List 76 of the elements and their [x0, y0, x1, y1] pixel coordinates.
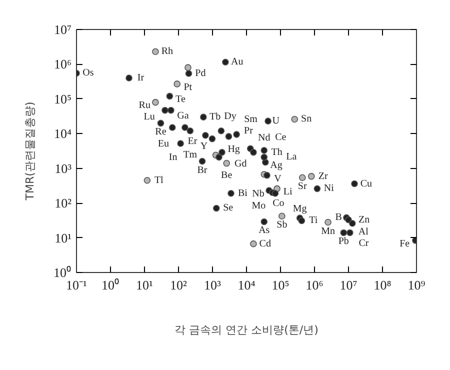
annotation: Ni — [324, 183, 334, 194]
x-tick-label: 10⁵ — [272, 278, 290, 292]
annotation: Ti — [309, 215, 318, 226]
annotation: Dy — [224, 110, 236, 122]
annotation: Cu — [360, 178, 372, 190]
y-tick-label: 10⁷ — [54, 22, 72, 37]
annotation: Ag — [270, 160, 282, 172]
annotation: Eu — [158, 138, 169, 150]
annotation: Nd — [258, 132, 270, 144]
annotation: Ce — [275, 132, 287, 144]
y-tick-label: 10⁰ — [54, 265, 72, 280]
annotation: Sm — [244, 114, 258, 125]
annotation: Rh — [161, 46, 173, 58]
y-tick-label: 10⁵ — [54, 91, 72, 106]
x-tick-label: 10⁷ — [340, 278, 358, 292]
annotation: Co — [272, 198, 284, 210]
x-tick-label: 10⁻¹ — [66, 278, 88, 292]
annotation: Er — [188, 136, 198, 147]
annotation: Re — [155, 126, 167, 138]
annotation: Ir — [137, 72, 145, 84]
annotation: B — [335, 212, 342, 224]
annotation: In — [168, 152, 178, 163]
annotation: V — [274, 173, 282, 184]
annotation: Sr — [298, 181, 308, 192]
annotation: Zr — [318, 170, 328, 182]
annotation: Tm — [183, 149, 198, 160]
annotation: Gd — [234, 158, 247, 170]
annotation: Fe — [400, 238, 410, 250]
annotation: Cr — [358, 238, 370, 249]
annotation: Mg — [292, 204, 307, 215]
x-tick-label: 10¹ — [136, 278, 154, 292]
annotation: Pt — [184, 82, 192, 93]
y-tick-label: 10³ — [54, 160, 72, 176]
annotation: Y — [200, 141, 208, 152]
annotation: Zn — [358, 214, 370, 226]
annotation: As — [258, 225, 270, 236]
annotation: La — [286, 152, 298, 163]
annotation: Pb — [338, 236, 349, 248]
annotation: Os — [82, 68, 94, 79]
annotation: Ru — [138, 100, 150, 112]
x-tick-label: 10⁹ — [408, 278, 426, 292]
x-tick-label: 10³ — [204, 278, 222, 292]
y-axis-title: TMR(관련물질총량) — [24, 102, 36, 202]
annotation: Hg — [228, 144, 240, 155]
x-tick-label: 10⁴ — [238, 278, 256, 292]
annotation: Sn — [301, 114, 312, 125]
annotation: Br — [197, 164, 208, 176]
x-tick-label: 10⁰ — [102, 278, 120, 292]
annotation: Pr — [244, 125, 254, 136]
annotation: Tl — [154, 174, 164, 186]
annotation: Mn — [321, 226, 335, 237]
annotation: Ga — [177, 110, 190, 122]
annotation: U — [272, 116, 280, 127]
x-tick-label: 10² — [170, 278, 188, 292]
annotation: Sb — [276, 220, 288, 231]
y-tick-label: 10² — [54, 196, 72, 211]
annotation: Th — [271, 146, 282, 158]
annotation: Te — [176, 94, 186, 106]
x-tick-label: 10⁸ — [374, 278, 392, 292]
y-tick-label: 10⁴ — [54, 126, 72, 142]
annotation: Cd — [259, 238, 271, 250]
annotation: Se — [223, 202, 234, 214]
x-axis-title: 각 금속의 연간 소비량(톤/년) — [174, 324, 318, 336]
annotation: Li — [283, 186, 292, 198]
annotation: Au — [231, 56, 244, 68]
x-tick-label: 10⁶ — [306, 278, 324, 292]
annotation: Mo — [252, 200, 266, 212]
annotation: Be — [221, 170, 233, 181]
annotation: Bi — [238, 188, 248, 199]
annotation: Pd — [195, 68, 206, 80]
annotation: Al — [358, 226, 369, 238]
y-tick-label: 10⁶ — [54, 56, 72, 72]
annotation: Tb — [210, 112, 221, 123]
annotation: Nb — [252, 188, 264, 200]
y-tick-label: 10¹ — [54, 230, 72, 246]
annotation: Lu — [144, 112, 155, 123]
